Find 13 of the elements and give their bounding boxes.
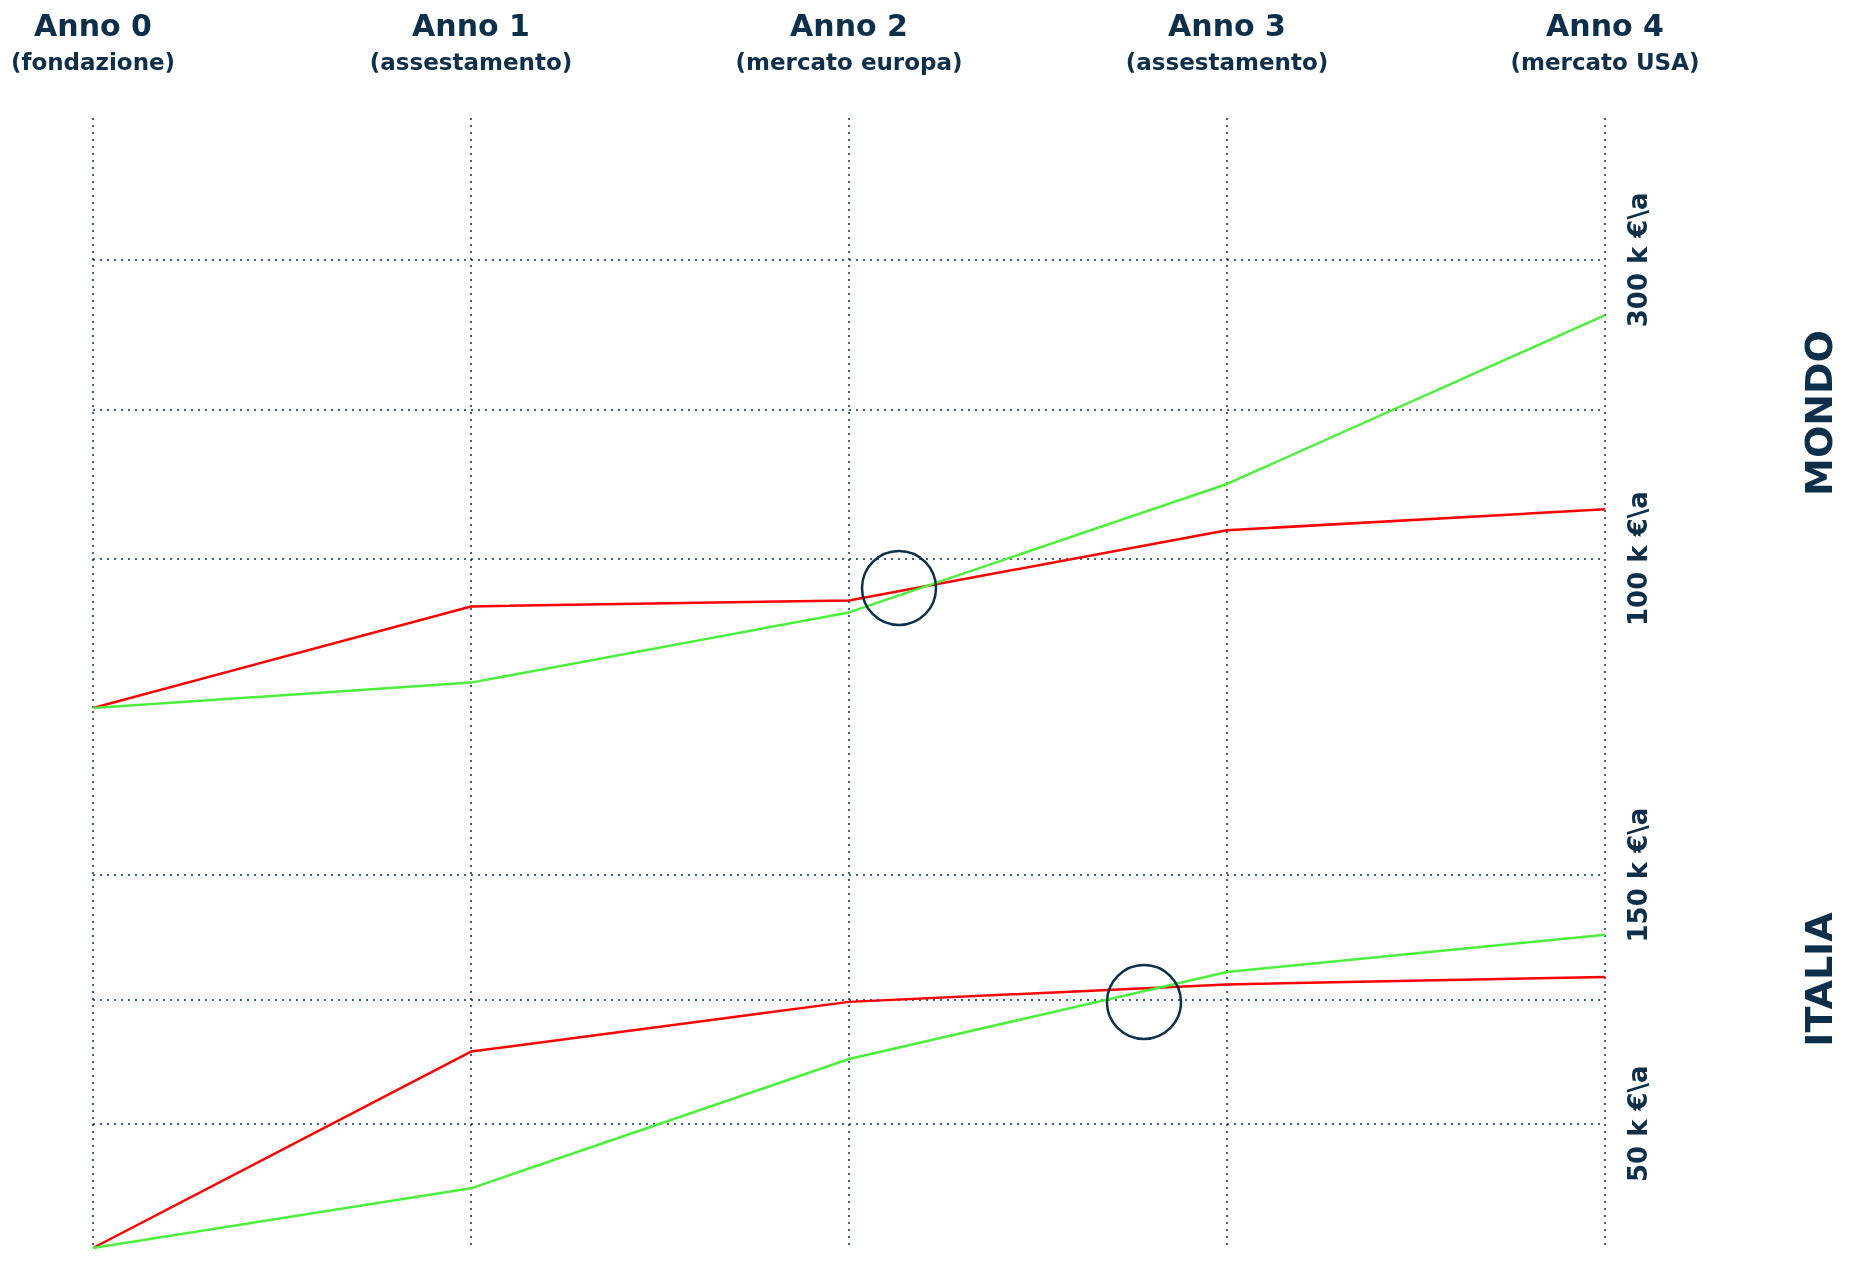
y-tick-label: 300 k €\a (1623, 192, 1653, 328)
x-tick-label: Anno 0 (fondazione) (10, 7, 176, 75)
y-tick-label: 50 k €\a (1623, 1065, 1653, 1183)
x-tick-label: Anno 1 (assestamento) (369, 7, 573, 75)
y-axis-title: ITALIA (1797, 911, 1841, 1047)
line-series (91, 508, 1607, 709)
x-tick-label: Anno 4 (mercato USA) (1510, 7, 1700, 75)
y-axis-title: MONDO (1797, 330, 1841, 496)
x-tick-label: Anno 3 (assestamento) (1125, 7, 1329, 75)
line-series (91, 313, 1607, 709)
y-tick-label: 150 k €\a (1623, 807, 1653, 943)
x-tick-label: Anno 2 (mercato europa) (735, 7, 963, 75)
y-tick-label: 100 k €\a (1623, 491, 1653, 627)
